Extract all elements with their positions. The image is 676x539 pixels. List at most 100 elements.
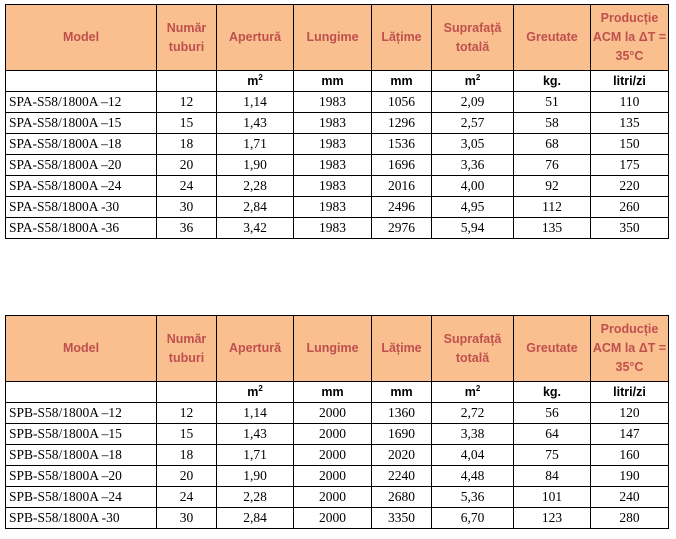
cell-weight: 75 — [513, 444, 591, 466]
cell-model: SPA-S58/1800A –18 — [5, 133, 157, 155]
cell-production: 175 — [590, 154, 669, 176]
col-header-aperture: Apertură — [216, 315, 294, 382]
cell-model: SPA-S58/1800A -36 — [5, 217, 157, 239]
cell-tubes: 20 — [156, 465, 217, 487]
col-header-weight: Greutate — [513, 4, 591, 71]
cell-tubes: 18 — [156, 133, 217, 155]
cell-aperture: 3,42 — [216, 217, 294, 239]
cell-model: SPB-S58/1800A -30 — [5, 507, 157, 529]
cell-width: 3350 — [371, 507, 432, 529]
cell-area: 4,00 — [431, 175, 514, 197]
table-row: SPB-S58/1800A –18 18 1,71 2000 2020 4,04 75 160 — [5, 444, 669, 466]
cell-length: 2000 — [293, 444, 372, 466]
cell-length: 1983 — [293, 217, 372, 239]
cell-production: 260 — [590, 196, 669, 218]
cell-tubes: 30 — [156, 507, 217, 529]
cell-length: 1983 — [293, 91, 372, 113]
cell-width: 2680 — [371, 486, 432, 508]
cell-aperture: 1,90 — [216, 154, 294, 176]
unit-model — [5, 381, 157, 403]
cell-length: 2000 — [293, 507, 372, 529]
unit-production: litri/zi — [590, 70, 669, 92]
cell-tubes: 24 — [156, 486, 217, 508]
cell-area: 2,57 — [431, 112, 514, 134]
cell-production: 190 — [590, 465, 669, 487]
unit-weight: kg. — [513, 381, 591, 403]
cell-tubes: 30 — [156, 196, 217, 218]
cell-model: SPB-S58/1800A –18 — [5, 444, 157, 466]
unit-tubes — [156, 70, 217, 92]
col-header-production: Producție ACM la ΔT = 35°C — [590, 4, 669, 71]
cell-weight: 68 — [513, 133, 591, 155]
col-header-model: Model — [5, 4, 157, 71]
table-row: SPB-S58/1800A -30 30 2,84 2000 3350 6,70 123 28… — [5, 507, 669, 529]
cell-length: 2000 — [293, 465, 372, 487]
table-row: SPA-S58/1800A –20 20 1,90 1983 1696 3,36 76 175 — [5, 154, 669, 176]
cell-tubes: 15 — [156, 112, 217, 134]
col-header-tubes: Număr tuburi — [156, 4, 217, 71]
cell-aperture: 1,43 — [216, 423, 294, 445]
col-header-width: Lățime — [371, 4, 432, 71]
unit-width: mm — [371, 70, 432, 92]
cell-tubes: 24 — [156, 175, 217, 197]
col-header-length: Lungime — [293, 315, 372, 382]
cell-length: 1983 — [293, 133, 372, 155]
cell-length: 1983 — [293, 196, 372, 218]
cell-production: 240 — [590, 486, 669, 508]
col-header-length: Lungime — [293, 4, 372, 71]
unit-area: m2 — [431, 381, 514, 403]
cell-length: 2000 — [293, 423, 372, 445]
cell-area: 4,95 — [431, 196, 514, 218]
col-header-weight: Greutate — [513, 315, 591, 382]
cell-length: 1983 — [293, 112, 372, 134]
cell-weight: 56 — [513, 402, 591, 424]
col-header-area: Suprafață totală — [431, 4, 514, 71]
cell-model: SPB-S58/1800A –24 — [5, 486, 157, 508]
cell-length: 1983 — [293, 154, 372, 176]
cell-production: 147 — [590, 423, 669, 445]
cell-length: 1983 — [293, 175, 372, 197]
table-row: SPA-S58/1800A -36 36 3,42 1983 2976 5,94 135 35… — [5, 217, 669, 239]
cell-weight: 101 — [513, 486, 591, 508]
cell-width: 1696 — [371, 154, 432, 176]
cell-width: 2240 — [371, 465, 432, 487]
cell-model: SPA-S58/1800A -30 — [5, 196, 157, 218]
cell-width: 1690 — [371, 423, 432, 445]
cell-width: 2020 — [371, 444, 432, 466]
cell-aperture: 1,90 — [216, 465, 294, 487]
cell-area: 3,36 — [431, 154, 514, 176]
cell-aperture: 1,14 — [216, 91, 294, 113]
cell-width: 1536 — [371, 133, 432, 155]
cell-model: SPA-S58/1800A –15 — [5, 112, 157, 134]
cell-aperture: 2,28 — [216, 486, 294, 508]
col-header-model: Model — [5, 315, 157, 382]
cell-tubes: 12 — [156, 402, 217, 424]
cell-length: 2000 — [293, 402, 372, 424]
cell-production: 350 — [590, 217, 669, 239]
cell-width: 2496 — [371, 196, 432, 218]
unit-length: mm — [293, 70, 372, 92]
cell-area: 4,48 — [431, 465, 514, 487]
cell-width: 1296 — [371, 112, 432, 134]
cell-area: 5,94 — [431, 217, 514, 239]
cell-aperture: 2,28 — [216, 175, 294, 197]
cell-tubes: 12 — [156, 91, 217, 113]
cell-production: 120 — [590, 402, 669, 424]
cell-weight: 84 — [513, 465, 591, 487]
unit-production: litri/zi — [590, 381, 669, 403]
cell-production: 160 — [590, 444, 669, 466]
cell-tubes: 15 — [156, 423, 217, 445]
table-row: SPB-S58/1800A –15 15 1,43 2000 1690 3,38 64 147 — [5, 423, 669, 445]
cell-weight: 135 — [513, 217, 591, 239]
spec-table-spb: Model Număr tuburi Apertură Lungime Lăți… — [5, 315, 669, 529]
cell-production: 280 — [590, 507, 669, 529]
cell-tubes: 20 — [156, 154, 217, 176]
unit-length: mm — [293, 381, 372, 403]
unit-weight: kg. — [513, 70, 591, 92]
spec-table-spa: Model Număr tuburi Apertură Lungime Lăți… — [5, 4, 669, 239]
cell-production: 110 — [590, 91, 669, 113]
cell-weight: 92 — [513, 175, 591, 197]
cell-area: 6,70 — [431, 507, 514, 529]
cell-area: 3,05 — [431, 133, 514, 155]
cell-production: 135 — [590, 112, 669, 134]
